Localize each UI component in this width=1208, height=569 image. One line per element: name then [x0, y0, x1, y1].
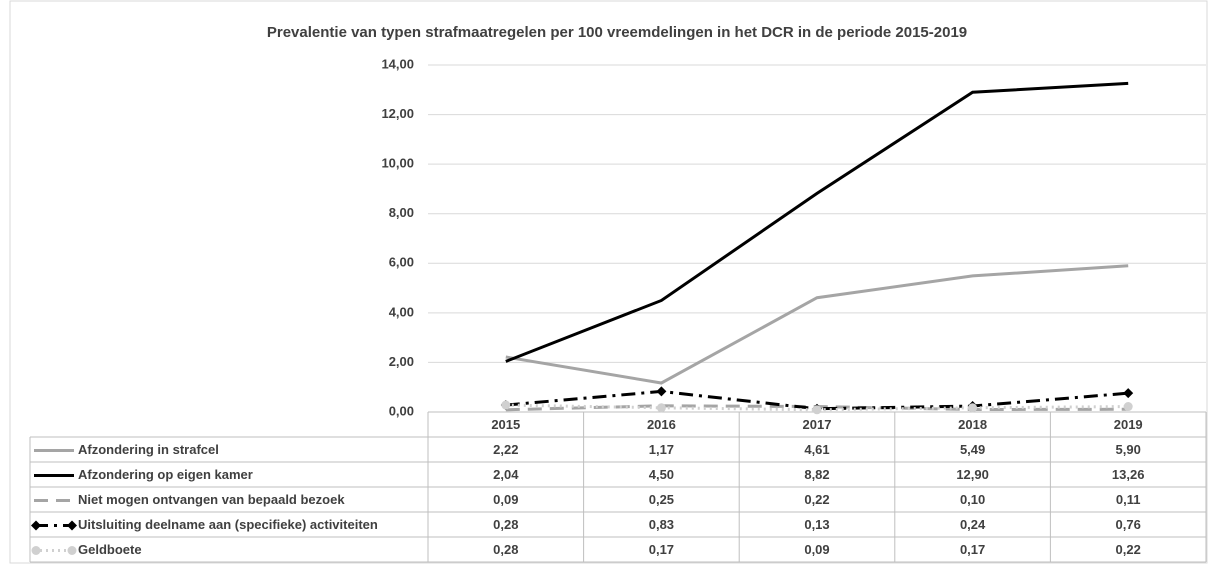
table-cell: 0,13: [804, 517, 829, 532]
table-cell: 0,22: [804, 492, 829, 507]
table-cell: 2,04: [493, 467, 519, 482]
table-cell: 4,61: [804, 442, 829, 457]
table-cell: 2,22: [493, 442, 518, 457]
table-cell: 0,11: [1116, 492, 1141, 507]
table-cell: 8,82: [804, 467, 829, 482]
marker: [31, 520, 41, 531]
marker: [968, 403, 978, 413]
y-tick-label: 6,00: [389, 255, 414, 270]
table-cell: 12,90: [956, 467, 989, 482]
marker: [501, 400, 511, 410]
series-line: [505, 81, 1129, 363]
x-tick-label: 2019: [1114, 417, 1143, 432]
table-cell: 0,83: [649, 517, 674, 532]
x-tick-label: 2018: [958, 417, 987, 432]
marker: [31, 546, 41, 555]
table-cell: 13,26: [1112, 467, 1145, 482]
legend-label: Afzondering op eigen kamer: [78, 467, 253, 482]
marker: [1123, 388, 1134, 399]
table-cell: 0,24: [960, 517, 986, 532]
marker: [812, 405, 822, 415]
y-tick-label: 10,00: [381, 156, 414, 171]
table-cell: 1,17: [649, 442, 674, 457]
y-tick-label: 14,00: [381, 56, 414, 71]
chart-frame: [9, 0, 1208, 564]
marker: [656, 386, 667, 397]
y-tick-label: 2,00: [389, 354, 414, 369]
table-cell: 0,09: [804, 542, 829, 557]
table-cell: 0,17: [960, 542, 985, 557]
series-line: [505, 264, 1129, 385]
table-cell: 0,10: [960, 492, 985, 507]
series-line: [505, 403, 1129, 412]
chart-title: Prevalentie van typen strafmaatregelen p…: [267, 24, 967, 41]
x-tick-label: 2016: [647, 417, 676, 432]
table-cell: 0,17: [649, 542, 674, 557]
table-cell: 0,22: [1116, 542, 1141, 557]
table-cell: 0,28: [493, 542, 518, 557]
legend-label: Geldboete: [78, 542, 142, 557]
legend-label: Niet mogen ontvangen van bepaald bezoek: [78, 492, 345, 507]
table-cell: 5,49: [960, 442, 985, 457]
marker: [1123, 402, 1133, 412]
marker: [67, 546, 77, 555]
table-cell: 0,25: [649, 492, 674, 507]
y-tick-label: 0,00: [389, 403, 414, 418]
legend-label: Uitsluiting deelname aan (specifieke) ac…: [78, 517, 378, 532]
table-cell: 0,09: [493, 492, 518, 507]
x-tick-label: 2017: [803, 417, 832, 432]
x-tick-label: 2015: [491, 417, 520, 432]
table-cell: 0,28: [493, 517, 518, 532]
y-tick-label: 4,00: [389, 304, 414, 319]
table-cell: 5,90: [1116, 442, 1141, 457]
y-tick-label: 12,00: [381, 106, 414, 121]
marker: [656, 403, 666, 413]
marker: [67, 520, 77, 531]
y-tick-label: 8,00: [389, 205, 414, 220]
legend-label: Afzondering in strafcel: [78, 442, 219, 457]
table-cell: 0,76: [1116, 517, 1141, 532]
table-cell: 4,50: [649, 467, 674, 482]
